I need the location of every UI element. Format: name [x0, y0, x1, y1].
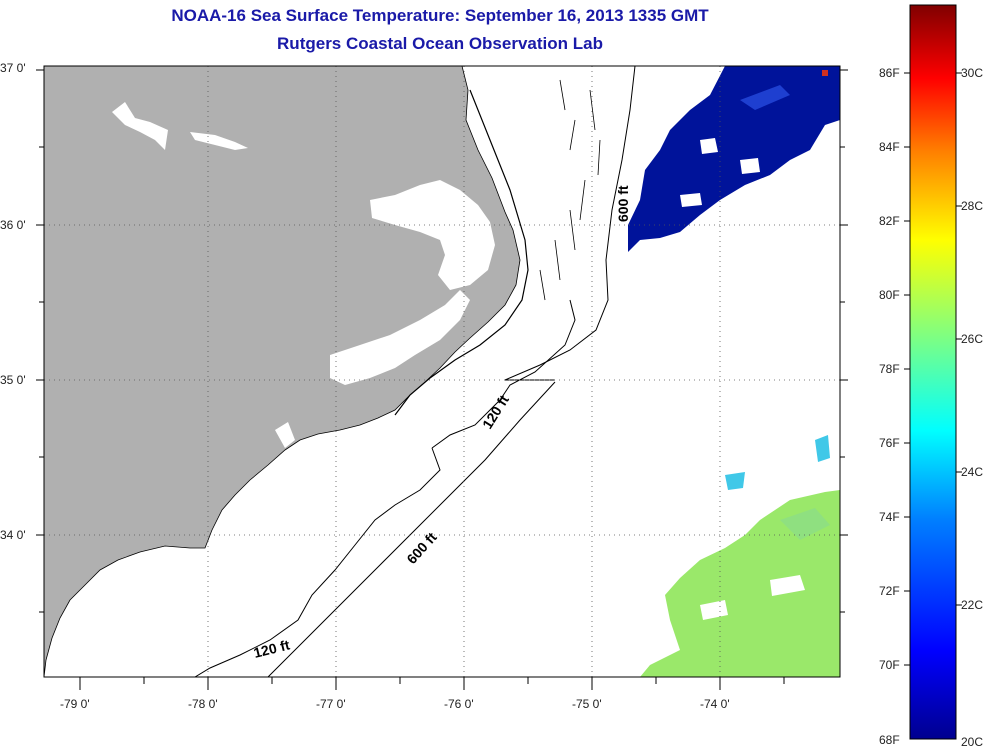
lat-label-37: 37 0': [0, 61, 26, 75]
lat-label-35: 35 0': [0, 373, 26, 387]
cbar-c-30: 30C: [961, 66, 984, 80]
lake-2: [190, 132, 248, 150]
cbar-c-24: 24C: [961, 465, 984, 479]
lake-3: [275, 422, 295, 448]
cbar-f-78: 78F: [879, 362, 900, 376]
map-frame: [43, 65, 841, 678]
lon-label-75: -75 0': [572, 697, 602, 711]
sst-patch-south-2: [780, 508, 830, 540]
contour-120ft-south: [194, 447, 441, 677]
colorbar-ticks: [904, 72, 962, 666]
cbar-f-68: 68F: [879, 733, 900, 747]
cbar-f-84: 84F: [879, 140, 900, 154]
map-subtitle: Rutgers Coastal Ocean Observation Lab: [277, 34, 603, 53]
cbar-f-76: 76F: [879, 436, 900, 450]
contour-600ft-north: [504, 66, 636, 381]
lon-label-76: -76 0': [444, 697, 474, 711]
cbar-f-74: 74F: [879, 510, 900, 524]
sst-warm-pixel: [822, 70, 828, 76]
lat-label-34: 34 0': [0, 528, 26, 542]
cbar-c-20: 20C: [961, 735, 984, 749]
grid-lines: [44, 66, 840, 677]
sound-water: [370, 180, 495, 290]
sst-gap-south: [700, 575, 805, 620]
lon-label-74: -74 0': [700, 697, 730, 711]
lon-label-79: -79 0': [60, 697, 90, 711]
contour-600ft-south: [267, 381, 556, 677]
shoals: [539, 79, 601, 301]
cbar-f-86: 86F: [879, 66, 900, 80]
lon-label-78: -78 0': [188, 697, 218, 711]
cbar-f-70: 70F: [879, 658, 900, 672]
lake-1: [112, 102, 168, 150]
cbar-c-26: 26C: [961, 332, 984, 346]
lon-label-77: -77 0': [316, 697, 346, 711]
sst-patch-north-light: [740, 85, 790, 110]
sst-gap: [680, 138, 760, 207]
cbar-f-80: 80F: [879, 288, 900, 302]
barrier-islands: [394, 89, 529, 416]
axis-ticks: [36, 69, 848, 690]
sst-patch-north: [628, 66, 840, 252]
cbar-c-22: 22C: [961, 598, 984, 612]
sst-patch-cyan: [725, 435, 830, 490]
cbar-f-72: 72F: [879, 584, 900, 598]
map-title: NOAA-16 Sea Surface Temperature: Septemb…: [171, 6, 709, 25]
lat-label-36: 36 0': [0, 218, 26, 232]
cbar-f-82: 82F: [879, 214, 900, 228]
colorbar: [909, 4, 957, 740]
sst-patch-south: [640, 490, 840, 677]
cbar-c-28: 28C: [961, 199, 984, 213]
contour-label-600-north: 600 ft: [615, 185, 631, 222]
sound-water-south: [330, 290, 470, 385]
